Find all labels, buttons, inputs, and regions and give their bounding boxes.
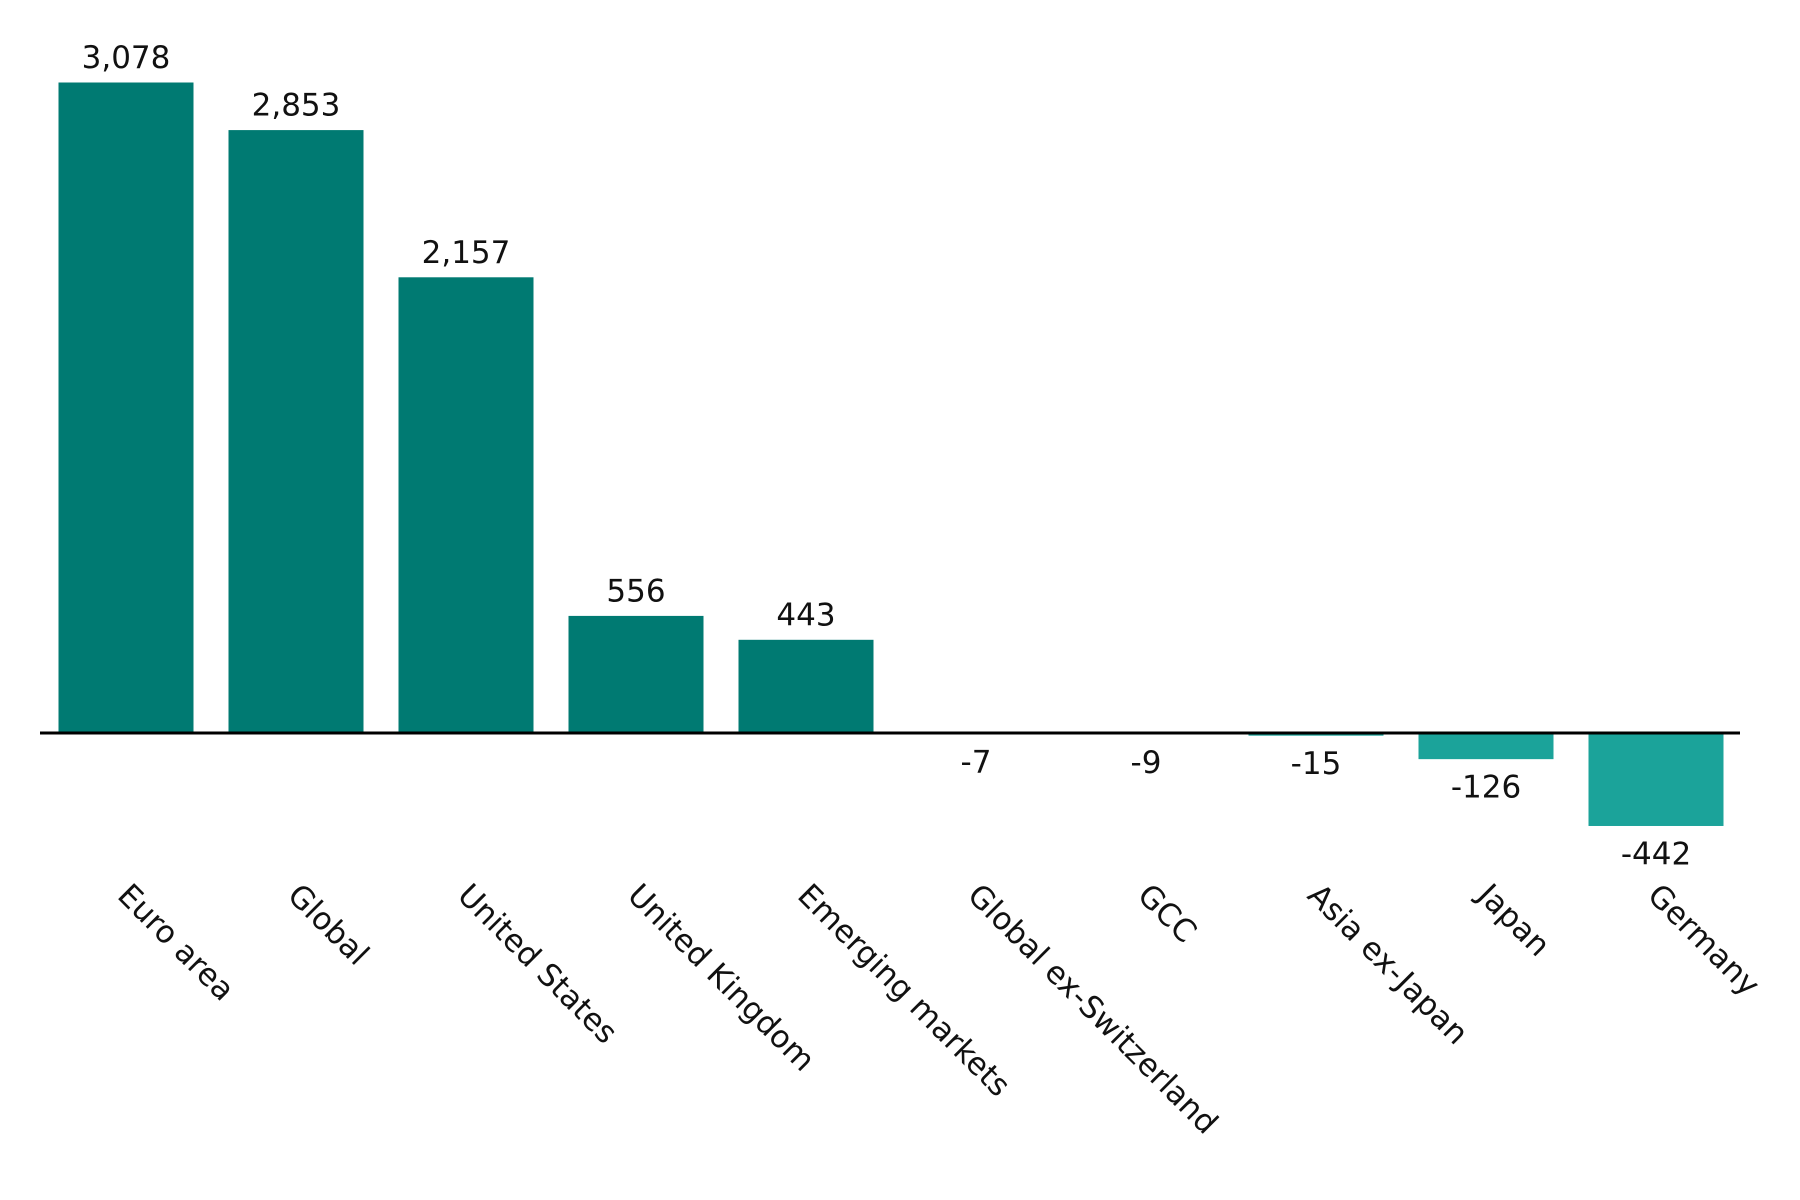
value-label: -126 bbox=[1451, 770, 1521, 806]
value-label: 556 bbox=[606, 573, 665, 609]
x-tick-label: Germany bbox=[1640, 877, 1766, 1003]
bar bbox=[567, 614, 705, 734]
value-label: -15 bbox=[1291, 746, 1342, 782]
x-tick-label: Global bbox=[280, 877, 375, 972]
value-label: -7 bbox=[961, 744, 992, 780]
x-tick-label: Japan bbox=[1469, 876, 1557, 964]
value-label: 3,078 bbox=[82, 40, 171, 76]
value-label: -9 bbox=[1131, 745, 1162, 781]
bar bbox=[57, 81, 195, 734]
value-label: 443 bbox=[776, 597, 835, 633]
value-label: 2,853 bbox=[252, 88, 341, 124]
x-tick-label: United Kingdom bbox=[620, 877, 821, 1078]
x-tick-label: GCC bbox=[1130, 877, 1203, 950]
bar bbox=[1417, 732, 1555, 761]
bar bbox=[227, 129, 365, 734]
bar bbox=[737, 638, 875, 734]
x-tick-label: Asia ex-Japan bbox=[1300, 877, 1475, 1052]
value-label: 2,157 bbox=[422, 235, 511, 271]
bar bbox=[1587, 732, 1725, 827]
x-tick-label: Euro area bbox=[110, 877, 241, 1008]
value-label: -442 bbox=[1621, 836, 1691, 872]
bar bbox=[397, 276, 535, 734]
x-tick-label: United States bbox=[450, 877, 624, 1051]
